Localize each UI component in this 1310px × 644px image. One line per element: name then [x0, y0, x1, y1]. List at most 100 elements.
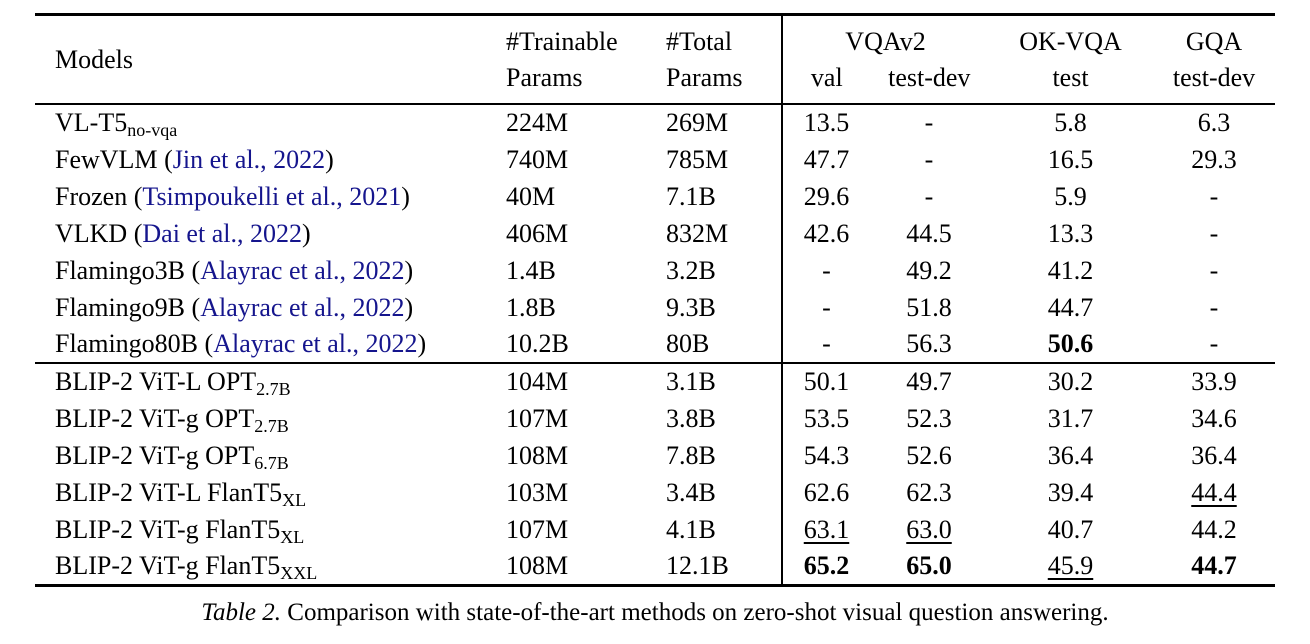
citation-link[interactable]: Dai et al., 2022	[142, 218, 302, 248]
vqav2-group-label: VQAv2	[845, 27, 926, 56]
trainable-params-cell: 107M	[500, 511, 660, 548]
model-name-cell: BLIP-2 ViT-g OPT6.7B	[35, 437, 500, 474]
metric-value: 42.6	[803, 218, 850, 248]
metric-value: 740M	[506, 144, 569, 174]
metric-value: 5.9	[1054, 181, 1087, 211]
okvqa-test-cell: 30.2	[988, 363, 1153, 400]
model-name: Flamingo80B	[55, 329, 199, 358]
column-header-models: Models	[35, 15, 500, 105]
metric-value: 104M	[506, 367, 569, 396]
metric-value: 13.3	[1047, 218, 1094, 248]
metric-value: 36.4	[1047, 440, 1094, 470]
okvqa-test-cell: 41.2	[988, 252, 1153, 289]
table-row: BLIP-2 ViT-L OPT2.7B 104M 3.1B 50.1 49.7 30.2…	[35, 363, 1275, 400]
model-name: Flamingo3B	[55, 255, 186, 285]
metric-value: 80B	[666, 329, 710, 358]
vqav2-testdev-cell: 52.6	[870, 437, 988, 474]
trainable-params-cell: 406M	[500, 215, 660, 252]
model-name-subscript: no-vqa	[127, 120, 178, 140]
total-params-cell: 3.1B	[660, 363, 783, 400]
okvqa-test-cell: 50.6	[988, 326, 1153, 363]
vqav2-val-cell: 47.7	[782, 141, 870, 178]
gqa-testdev-cell: 44.4	[1153, 474, 1275, 511]
model-name-subscript: XXL	[280, 562, 318, 583]
metric-value: 103M	[506, 477, 569, 507]
vqav2-testdev-cell: 49.2	[870, 252, 988, 289]
citation-link[interactable]: Jin et al., 2022	[172, 144, 326, 174]
metric-value: 49.7	[906, 367, 952, 396]
metric-value: 5.8	[1054, 108, 1087, 137]
metric-value: 50.1	[803, 367, 850, 396]
metric-value: 224M	[506, 108, 569, 137]
metric-value: 29.3	[1191, 144, 1237, 174]
vqav2-val-cell: 54.3	[782, 437, 870, 474]
table-caption: Table 2. Comparison with state-of-the-ar…	[0, 599, 1310, 627]
gqa-testdev-cell: -	[1153, 178, 1275, 215]
metric-value: 47.7	[803, 144, 850, 174]
gqa-testdev-cell: 33.9	[1153, 363, 1275, 400]
citation-link[interactable]: Alayrac et al., 2022	[200, 255, 405, 285]
okvqa-test-cell: 40.7	[988, 511, 1153, 548]
model-name: VLKD	[55, 218, 128, 248]
citation-link[interactable]: Alayrac et al., 2022	[213, 329, 418, 358]
total-params-cell: 7.1B	[660, 178, 783, 215]
metric-value: 34.6	[1191, 403, 1237, 433]
column-header-trainable-params: #Trainable Params	[506, 27, 618, 92]
total-params-cell: 7.8B	[660, 437, 783, 474]
metric-value: 45.9	[1047, 550, 1094, 580]
okvqa-test-cell: 31.7	[988, 400, 1153, 437]
trainable-params-cell: 10.2B	[500, 326, 660, 363]
vqav2-val-cell: 63.1	[782, 511, 870, 548]
column-header-gqa: GQA test-dev	[1172, 27, 1256, 92]
metric-value: 44.5	[906, 218, 952, 248]
vqav2-val-cell: 50.1	[782, 363, 870, 400]
total-params-cell: 3.4B	[660, 474, 783, 511]
model-name-cell: Frozen (Tsimpoukelli et al., 2021)	[55, 181, 410, 211]
metric-value: -	[822, 329, 831, 358]
model-name-subscript: 2.7B	[254, 415, 289, 436]
model-name-subscript: XL	[280, 526, 305, 547]
vqav2-testdev-cell: -	[870, 104, 988, 141]
column-header-vqav2: VQAv2 val test-dev	[782, 15, 988, 105]
vqav2-testdev-cell: 44.5	[870, 215, 988, 252]
total-params-cell: 12.1B	[660, 548, 783, 585]
metric-value: 31.7	[1047, 403, 1094, 433]
metric-value: 62.6	[803, 477, 850, 507]
vqav2-val-cell: -	[782, 326, 870, 363]
vqav2-testdev-cell: -	[870, 178, 988, 215]
table-row: Flamingo3B (Alayrac et al., 2022) 1.4B 3.2…	[35, 252, 1275, 289]
table-row: Flamingo80B (Alayrac et al., 2022) 10.2B 8…	[35, 326, 1275, 363]
vqav2-val-cell: 13.5	[782, 104, 870, 141]
okvqa-test-cell: 13.3	[988, 215, 1153, 252]
metric-value: 3.1B	[666, 367, 716, 396]
vqav2-testdev-cell: 62.3	[870, 474, 988, 511]
model-name-subscript: 6.7B	[254, 452, 289, 473]
metric-value: 108M	[506, 550, 569, 580]
metric-value: -	[924, 108, 934, 137]
table-row: Flamingo9B (Alayrac et al., 2022) 1.8B 9.3…	[35, 289, 1275, 326]
metric-value: 52.6	[906, 440, 952, 470]
citation-link[interactable]: Alayrac et al., 2022	[200, 292, 405, 322]
metric-value: -	[924, 181, 934, 211]
okvqa-test-cell: 44.7	[988, 289, 1153, 326]
trainable-params-cell: 103M	[500, 474, 660, 511]
vqav2-testdev-cell: 65.0	[870, 548, 988, 585]
model-name-cell: BLIP-2 ViT-L FlanT5XL	[35, 474, 500, 511]
citation-link[interactable]: Tsimpoukelli et al., 2021	[142, 181, 402, 211]
table-row: BLIP-2 ViT-L FlanT5XL 103M 3.4B 62.6 62.3 39.…	[35, 474, 1275, 511]
vqav2-testdev-cell: 52.3	[870, 400, 988, 437]
caption-label: Table 2.	[201, 599, 282, 626]
gqa-testdev-cell: 6.3	[1153, 104, 1275, 141]
metric-value: 39.4	[1047, 477, 1094, 507]
metric-value: 50.6	[1047, 329, 1094, 358]
model-name-cell: BLIP-2 ViT-g FlanT5XL	[35, 511, 500, 548]
gqa-testdev-cell: 44.2	[1153, 511, 1275, 548]
gqa-testdev-cell: 34.6	[1153, 400, 1275, 437]
vqav2-testdev-cell: -	[870, 141, 988, 178]
metric-value: 44.7	[1191, 550, 1237, 580]
metric-value: 269M	[666, 108, 729, 137]
model-name-cell: BLIP-2 ViT-g FlanT5XXL	[35, 548, 500, 585]
metric-value: 3.8B	[666, 403, 716, 433]
table-row: BLIP-2 ViT-g OPT2.7B 107M 3.8B 53.5 52.3 31.7…	[35, 400, 1275, 437]
vqav2-val-cell: -	[782, 289, 870, 326]
